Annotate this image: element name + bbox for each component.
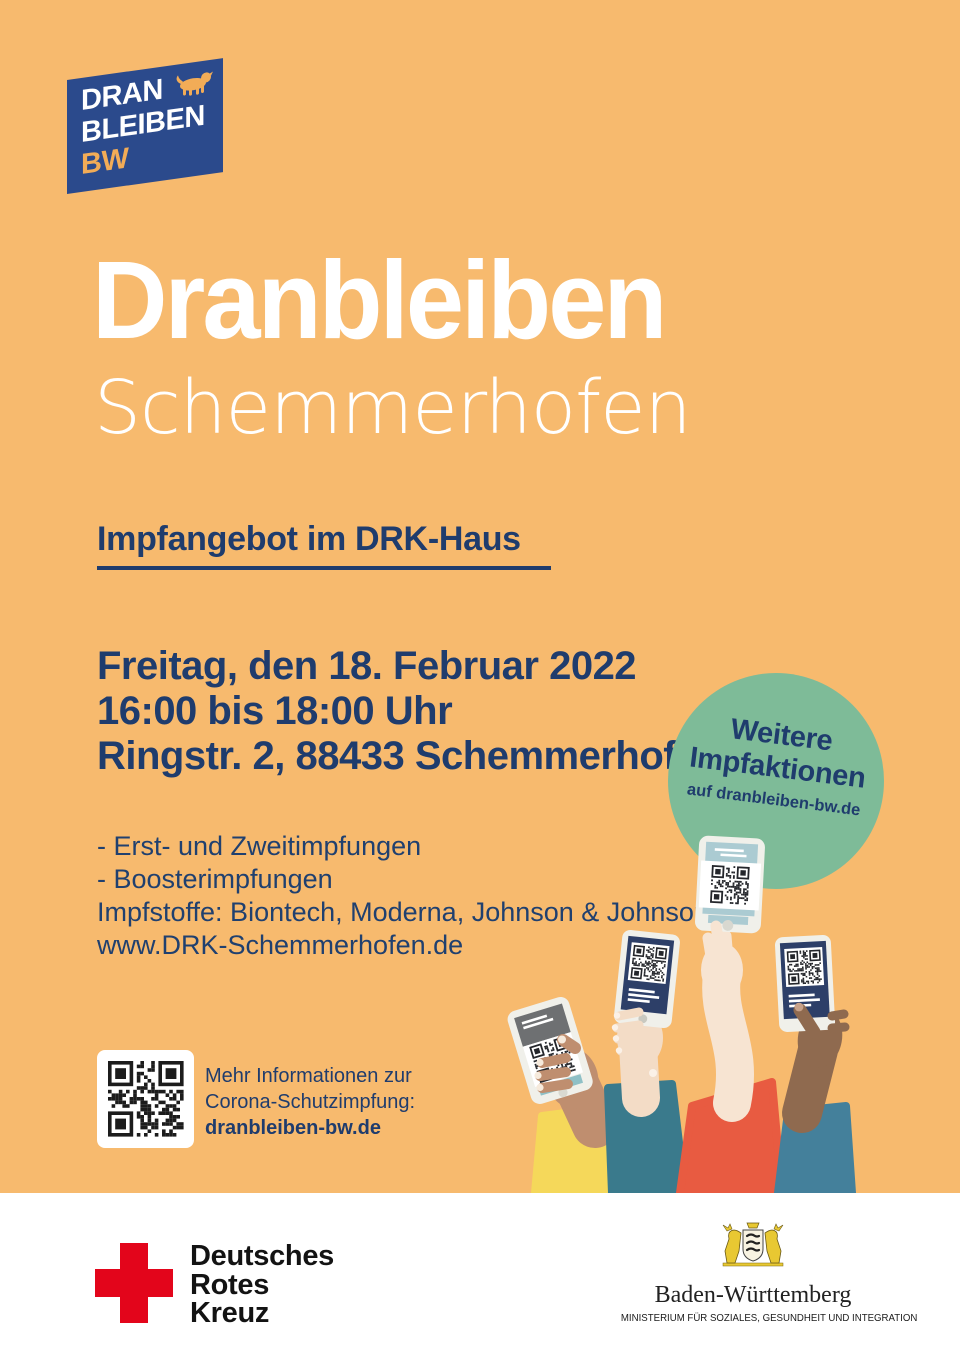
illustration-arm-3 xyxy=(676,930,786,1193)
hand-1-fingers xyxy=(534,1034,581,1093)
poster-title: Dranbleiben xyxy=(92,239,667,362)
drk-line-1: Deutsches xyxy=(190,1240,334,1272)
dranbleiben-bw-logo: DRAN BLEIBEN BW xyxy=(67,58,223,195)
phone-2 xyxy=(614,930,680,1028)
poster-subtitle: Schemmerhofen xyxy=(94,365,692,451)
event-address: Ringstr. 2, 88433 Schemmerhofen xyxy=(97,734,722,778)
vaccination-details: - Erst- und Zweitimpfungen - Boosterimpf… xyxy=(97,830,709,962)
footer: Deutsches Rotes Kreuz Baden-Württemberg xyxy=(0,1193,960,1358)
phone-4 xyxy=(774,935,836,1032)
section-heading: Impfangebot im DRK-Haus xyxy=(97,520,551,570)
bw-ministry-line: MINISTERIUM FÜR SOZIALES, GESUNDHEIT UND… xyxy=(620,1312,918,1324)
qr-note-url[interactable]: dranbleiben-bw.de xyxy=(205,1117,381,1139)
phone-3 xyxy=(694,835,765,934)
bw-name: Baden-Württemberg xyxy=(654,1282,852,1308)
event-time: 16:00 bis 18:00 Uhr xyxy=(97,689,453,733)
qr-note: Mehr Informationen zur Corona-Schutzimpf… xyxy=(205,1063,415,1141)
phone-qr-code xyxy=(630,944,668,982)
bw-ministry-logo: Baden-Württemberg MINISTERIUM FÜR SOZIAL… xyxy=(608,1221,917,1326)
bw-lion-icon xyxy=(176,71,213,96)
event-info: Freitag, den 18. Februar 2022 16:00 bis … xyxy=(97,644,722,779)
drk-logo-text: Deutsches Rotes Kreuz xyxy=(190,1242,334,1328)
phone-qr-code xyxy=(786,949,822,985)
drk-line-3: Kreuz xyxy=(190,1297,270,1329)
detail-item: Impfstoffe: Biontech, Moderna, Johnson &… xyxy=(97,897,709,927)
qr-code[interactable] xyxy=(97,1050,194,1148)
hand-4-fingers xyxy=(793,1002,850,1039)
hands-phones-illustration xyxy=(507,835,856,1193)
qr-note-line-2: Corona-Schutzimpfung: xyxy=(205,1091,416,1113)
bw-coat-of-arms xyxy=(722,1222,784,1267)
detail-url[interactable]: www.DRK-Schemmerhofen.de xyxy=(97,930,464,960)
qr-code-image xyxy=(107,1061,184,1137)
detail-item: - Boosterimpfungen xyxy=(97,864,333,894)
phone-qr-code xyxy=(709,865,750,905)
event-date: Freitag, den 18. Februar 2022 xyxy=(97,644,637,688)
red-cross-logo xyxy=(95,1243,173,1323)
hand-3-front-finger xyxy=(710,920,726,958)
drk-line-2: Rotes xyxy=(190,1268,270,1301)
detail-item: - Erst- und Zweitimpfungen xyxy=(97,831,422,861)
qr-note-line-1: Mehr Informationen zur xyxy=(205,1065,412,1087)
hand-2-fingers xyxy=(611,1007,658,1078)
